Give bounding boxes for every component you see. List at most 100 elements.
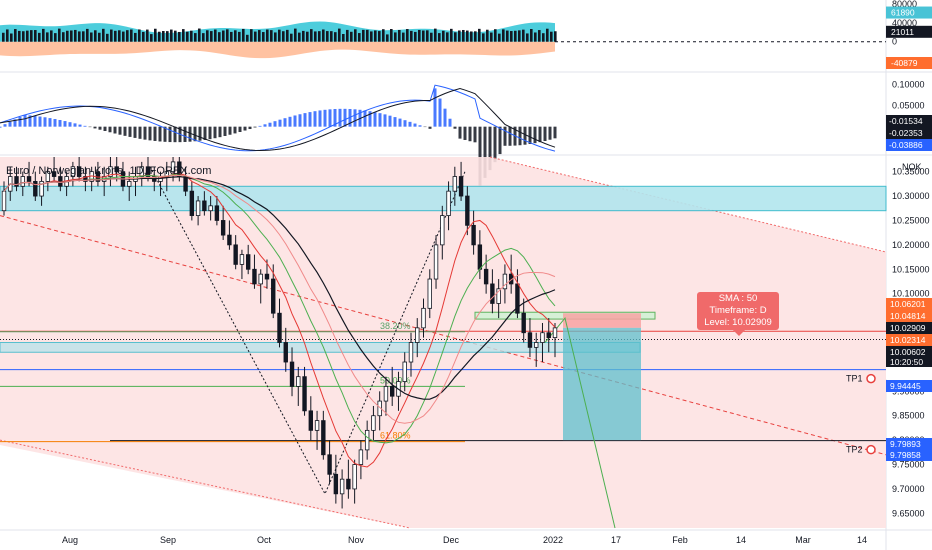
macd-histogram-bar — [13, 119, 17, 127]
macd-histogram-bar — [408, 121, 412, 127]
candle-body — [433, 244, 439, 280]
volume-bar — [18, 30, 21, 42]
price-tag-label: 9.94445 — [890, 381, 921, 391]
volume-bar — [278, 29, 281, 42]
fib-label: 50.00% — [380, 375, 411, 385]
volume-bar — [290, 33, 293, 42]
volume-bar — [190, 30, 193, 42]
candle-body — [346, 478, 351, 490]
macd-histogram-bar — [58, 120, 62, 127]
macd-histogram-bar — [28, 115, 32, 127]
volume-bar — [538, 30, 541, 42]
volume-bar — [518, 30, 521, 42]
macd-histogram-bar — [93, 126, 97, 129]
volume-bar — [498, 33, 501, 42]
candle-body — [552, 327, 558, 339]
macd-histogram-bar — [68, 122, 72, 127]
candle-body — [114, 166, 119, 173]
macd-histogram-bar — [403, 120, 407, 127]
macd-histogram-bar — [113, 126, 117, 134]
candle-body — [490, 283, 495, 304]
macd-histogram-bar — [508, 126, 512, 146]
volume-bar — [202, 33, 205, 42]
price-axis-tick: 10.30000 — [892, 191, 930, 201]
candle-body — [515, 283, 520, 314]
volume-bar — [366, 29, 369, 42]
volume-bar — [198, 28, 201, 42]
macd-histogram-bar — [158, 126, 162, 142]
macd-histogram-bar — [173, 126, 177, 143]
candle-body — [314, 420, 320, 431]
volume-bar — [346, 29, 349, 42]
candle-body — [208, 205, 213, 212]
candle-body — [70, 166, 76, 177]
volume-bar — [182, 29, 185, 42]
volume-bar — [494, 29, 497, 42]
sma-callout[interactable]: SMA : 50 Timeframe: D Level: 10.02909 — [697, 292, 779, 336]
time-axis-tick: Dec — [443, 535, 460, 545]
candle-body — [233, 244, 238, 265]
volume-bar — [478, 28, 481, 42]
volume-bar — [382, 29, 385, 42]
volume-bar — [178, 31, 181, 42]
candle-body — [289, 361, 295, 387]
macd-histogram-bar — [48, 118, 52, 127]
volume-bar — [30, 30, 33, 42]
macd-histogram-bar — [248, 126, 252, 130]
volume-bar — [90, 32, 93, 42]
volume-axis-tick: 0 — [892, 37, 897, 47]
macd-histogram-bar — [3, 124, 7, 127]
price-tag-label: 10:20:50 — [890, 357, 923, 367]
candle-body — [245, 254, 251, 270]
candle-body — [83, 176, 88, 182]
volume-bar — [286, 29, 289, 42]
volume-bar — [274, 32, 277, 42]
volume-bar — [230, 31, 233, 42]
candle-body — [14, 176, 19, 187]
volume-bar — [174, 30, 177, 42]
volume-bar — [170, 29, 173, 42]
volume-bar — [554, 31, 557, 42]
volume-lower-band — [0, 41, 555, 59]
candle-body — [546, 332, 551, 339]
volume-bar — [446, 32, 449, 42]
volume-bar — [122, 31, 125, 42]
tp-label: TP2 — [846, 445, 863, 455]
macd-histogram-bar — [0, 126, 2, 128]
candle-body — [76, 166, 82, 177]
candle-body — [364, 429, 370, 451]
macd-histogram-bar — [163, 126, 167, 142]
volume-bar — [450, 28, 453, 42]
volume-bar — [94, 30, 97, 42]
candle-body — [465, 195, 470, 226]
macd-histogram-bar — [223, 126, 227, 136]
macd-histogram-bar — [288, 116, 292, 127]
macd-histogram-bar — [128, 126, 132, 137]
macd-histogram-bar — [483, 126, 487, 178]
macd-histogram-bar — [498, 126, 502, 155]
volume-bar — [270, 30, 273, 42]
macd-histogram-bar — [343, 108, 347, 127]
volume-value-tag-label: -40879 — [891, 58, 918, 68]
candle-body — [339, 478, 345, 495]
volume-bar — [34, 30, 37, 42]
volume-bar — [238, 31, 241, 42]
volume-bar — [362, 29, 365, 42]
volume-bar — [42, 28, 45, 42]
volume-bar — [306, 31, 309, 42]
macd-histogram-bar — [533, 126, 537, 144]
volume-bar — [86, 28, 89, 42]
price-tag — [886, 449, 932, 461]
volume-bar — [406, 29, 409, 42]
price-axis-tick: 10.15000 — [892, 264, 930, 274]
macd-histogram-bar — [478, 126, 482, 186]
macd-histogram-bar — [213, 126, 217, 139]
candle-body — [26, 176, 32, 182]
time-axis-tick: Aug — [62, 535, 78, 545]
macd-histogram-bar — [308, 112, 312, 127]
volume-bar — [342, 33, 345, 42]
macd-histogram-bar — [503, 126, 507, 146]
volume-bar — [282, 31, 285, 42]
price-axis-tick: 9.85000 — [892, 411, 925, 421]
